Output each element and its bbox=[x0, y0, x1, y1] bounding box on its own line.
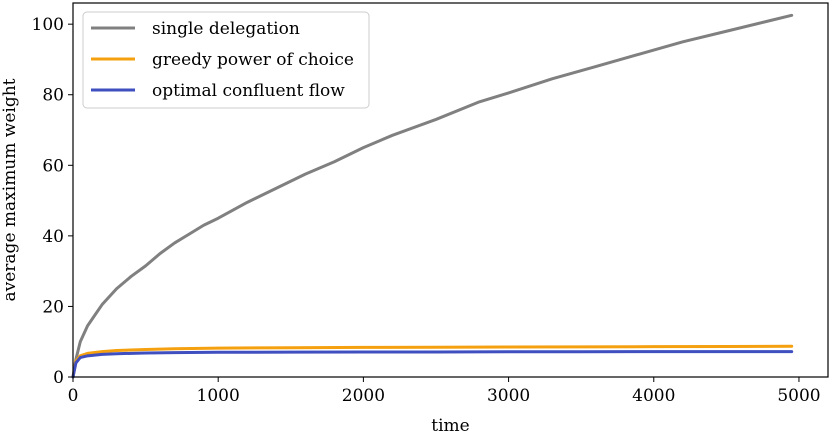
plot-area bbox=[71, 13, 794, 379]
y-tick-label: 80 bbox=[42, 86, 64, 106]
legend-box bbox=[82, 11, 370, 109]
x-tick-label: 1000 bbox=[197, 386, 240, 406]
series-line-3 bbox=[71, 350, 794, 379]
y-axis-label: average maximum weight bbox=[0, 78, 20, 301]
axis-ticks: 0 1000 2000 3000 4000 5000 0 20 40 60 80 100 bbox=[32, 15, 821, 406]
x-tick-label: 0 bbox=[68, 386, 79, 406]
y-tick-label: 0 bbox=[53, 368, 64, 388]
y-tick-label: 20 bbox=[42, 297, 64, 317]
x-tick-label: 3000 bbox=[487, 386, 530, 406]
series-line-2 bbox=[71, 344, 794, 379]
legend-label: single delegation bbox=[152, 19, 300, 39]
axes-frame bbox=[72, 2, 829, 378]
x-tick-label: 5000 bbox=[777, 386, 820, 406]
series-line-1 bbox=[71, 13, 794, 379]
x-tick-label: 2000 bbox=[342, 386, 385, 406]
y-tick-label: 100 bbox=[32, 15, 64, 35]
legend-label: optimal confluent flow bbox=[152, 81, 345, 101]
y-tick-label: 60 bbox=[42, 156, 64, 176]
legend-label: greedy power of choice bbox=[152, 50, 354, 70]
legend: single delegation greedy power of choice o… bbox=[82, 11, 370, 109]
y-tick-label: 40 bbox=[42, 227, 64, 247]
x-tick-label: 4000 bbox=[632, 386, 675, 406]
x-axis-label: time bbox=[431, 416, 469, 433]
